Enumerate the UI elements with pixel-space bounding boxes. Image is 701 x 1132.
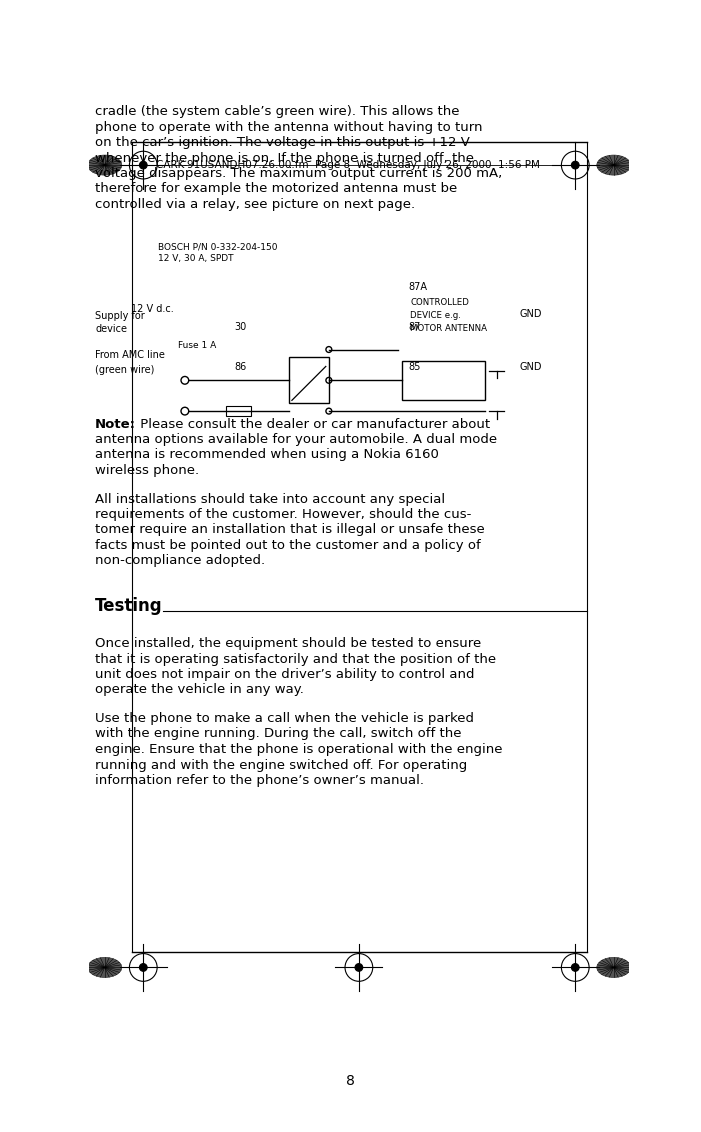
Text: 8: 8 xyxy=(346,1074,355,1088)
Text: From AMC line: From AMC line xyxy=(95,351,165,360)
Circle shape xyxy=(571,963,579,971)
Ellipse shape xyxy=(597,155,631,175)
Text: Fuse 1 A: Fuse 1 A xyxy=(178,342,216,351)
Text: 12 V, 30 A, SPDT: 12 V, 30 A, SPDT xyxy=(158,255,233,264)
Text: requirements of the customer. However, should the cus-: requirements of the customer. However, s… xyxy=(95,508,471,521)
Text: running and with the engine switched off. For operating: running and with the engine switched off… xyxy=(95,758,468,772)
Text: BOSCH P/N 0-332-204-150: BOSCH P/N 0-332-204-150 xyxy=(158,242,278,251)
Text: engine. Ensure that the phone is operational with the engine: engine. Ensure that the phone is operati… xyxy=(95,743,503,756)
Circle shape xyxy=(139,161,147,169)
Text: Testing: Testing xyxy=(95,597,163,615)
Text: controlled via a relay, see picture on next page.: controlled via a relay, see picture on n… xyxy=(95,198,415,211)
Text: facts must be pointed out to the customer and a policy of: facts must be pointed out to the custome… xyxy=(95,539,481,552)
Text: GND: GND xyxy=(519,309,541,319)
Circle shape xyxy=(571,161,579,169)
Text: Supply for: Supply for xyxy=(95,310,144,320)
Text: Note:: Note: xyxy=(95,418,136,430)
Text: CARK-91USANDH07.26.00.fm  Page 8  Wednesday, July 26, 2000  1:56 PM: CARK-91USANDH07.26.00.fm Page 8 Wednesda… xyxy=(156,160,540,170)
Text: 12 V d.c.: 12 V d.c. xyxy=(131,305,174,315)
Text: antenna options available for your automobile. A dual mode: antenna options available for your autom… xyxy=(95,434,497,446)
Text: CONTROLLED: CONTROLLED xyxy=(410,298,469,307)
Text: device: device xyxy=(95,325,127,334)
Ellipse shape xyxy=(88,155,122,175)
Text: tomer require an installation that is illegal or unsafe these: tomer require an installation that is il… xyxy=(95,523,485,537)
Text: cradle (the system cable’s green wire). This allows the: cradle (the system cable’s green wire). … xyxy=(95,105,459,118)
Text: phone to operate with the antenna without having to turn: phone to operate with the antenna withou… xyxy=(95,120,482,134)
Text: Please consult the dealer or car manufacturer about: Please consult the dealer or car manufac… xyxy=(136,418,490,430)
Text: GND: GND xyxy=(519,361,541,371)
Text: voltage disappears. The maximum output current is 200 mA,: voltage disappears. The maximum output c… xyxy=(95,168,502,180)
Text: All installations should take into account any special: All installations should take into accou… xyxy=(95,492,445,506)
Bar xyxy=(402,361,485,400)
Text: non-compliance adopted.: non-compliance adopted. xyxy=(95,555,265,567)
Text: (green wire): (green wire) xyxy=(95,365,154,375)
Text: 87A: 87A xyxy=(408,282,427,292)
Text: Use the phone to make a call when the vehicle is parked: Use the phone to make a call when the ve… xyxy=(95,712,474,724)
Text: 86: 86 xyxy=(234,361,246,371)
Text: operate the vehicle in any way.: operate the vehicle in any way. xyxy=(95,684,304,696)
Text: unit does not impair on the driver’s ability to control and: unit does not impair on the driver’s abi… xyxy=(95,668,475,681)
Ellipse shape xyxy=(597,958,631,977)
Circle shape xyxy=(355,963,362,971)
Circle shape xyxy=(139,963,147,971)
Text: wireless phone.: wireless phone. xyxy=(95,464,199,477)
Ellipse shape xyxy=(88,958,122,977)
Bar xyxy=(289,358,329,403)
Text: information refer to the phone’s owner’s manual.: information refer to the phone’s owner’s… xyxy=(95,774,424,787)
Text: whenever the phone is on. If the phone is turned off, the: whenever the phone is on. If the phone i… xyxy=(95,152,474,164)
Text: DEVICE e.g.: DEVICE e.g. xyxy=(410,310,461,319)
Bar xyxy=(226,406,251,417)
Text: Once installed, the equipment should be tested to ensure: Once installed, the equipment should be … xyxy=(95,637,482,650)
Text: with the engine running. During the call, switch off the: with the engine running. During the call… xyxy=(95,728,461,740)
Text: MOTOR ANTENNA: MOTOR ANTENNA xyxy=(410,324,487,333)
Text: therefore for example the motorized antenna must be: therefore for example the motorized ante… xyxy=(95,182,457,196)
Text: antenna is recommended when using a Nokia 6160: antenna is recommended when using a Noki… xyxy=(95,448,439,462)
Text: that it is operating satisfactorily and that the position of the: that it is operating satisfactorily and … xyxy=(95,652,496,666)
Text: 85: 85 xyxy=(408,361,421,371)
Text: on the car’s ignition. The voltage in this output is +12 V: on the car’s ignition. The voltage in th… xyxy=(95,136,470,149)
Text: 30: 30 xyxy=(234,321,246,332)
Text: 87: 87 xyxy=(408,321,421,332)
